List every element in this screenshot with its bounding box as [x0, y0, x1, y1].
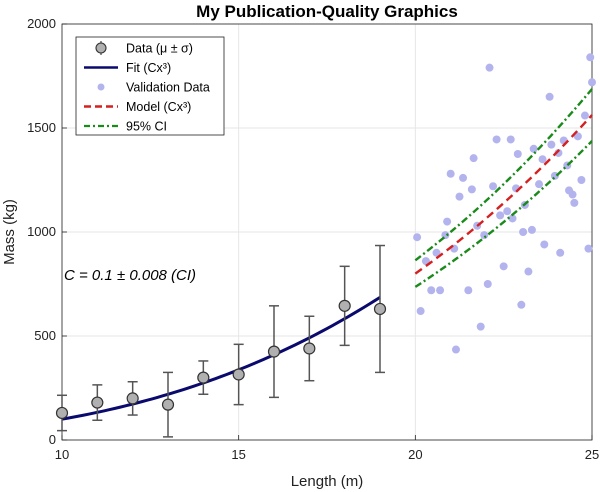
validation-point — [432, 248, 441, 257]
ci-upper-line — [414, 88, 593, 262]
data-point — [338, 299, 351, 312]
validation-point — [464, 286, 473, 295]
data-point — [91, 396, 104, 409]
validation-point — [524, 267, 533, 276]
validation-point — [506, 135, 515, 144]
validation-point — [545, 92, 554, 101]
data-point — [126, 392, 139, 405]
x-axis-label: Length (m) — [291, 473, 364, 490]
validation-point — [588, 78, 596, 87]
data-point — [232, 368, 245, 381]
error-bar — [303, 315, 316, 382]
validation-point — [519, 228, 528, 236]
validation-point — [489, 182, 498, 191]
y-tick-label: 1000 — [27, 224, 56, 239]
coefficient-annotation: C = 0.1 ± 0.008 (CI) — [64, 267, 196, 284]
legend-label: Validation Data — [126, 81, 210, 95]
data-point — [161, 398, 175, 411]
error-bar — [267, 305, 281, 399]
validation-point — [586, 53, 595, 62]
data-point — [55, 406, 69, 420]
validation-point — [476, 322, 485, 331]
validation-point — [459, 173, 468, 182]
validation-point — [503, 207, 512, 216]
legend-label: Fit (Cx³) — [126, 61, 171, 75]
error-bar — [91, 384, 104, 421]
error-bar — [232, 343, 245, 406]
validation-point — [480, 231, 489, 240]
data-point — [197, 371, 210, 384]
y-tick-label: 0 — [49, 432, 56, 447]
validation-point — [584, 244, 593, 253]
fit-line — [61, 296, 381, 421]
legend: Data (μ ± σ) Fit (Cx³) Validation Data Mode… — [75, 36, 225, 136]
x-tick-label: 20 — [408, 447, 422, 462]
validation-point — [427, 286, 436, 295]
validation-point — [554, 148, 563, 157]
validation-point — [496, 211, 505, 220]
validation-point — [580, 111, 589, 120]
error-bar — [338, 265, 351, 347]
validation-point — [573, 132, 582, 141]
validation-point — [570, 198, 579, 207]
ci-lower-line — [414, 140, 593, 288]
validation-point — [443, 217, 452, 226]
data-point — [303, 342, 316, 355]
x-axis: 10 15 20 25 — [55, 435, 599, 462]
plot-area — [55, 53, 596, 438]
error-bar — [55, 394, 69, 432]
validation-point — [469, 154, 478, 163]
data-point — [267, 345, 281, 358]
validation-point — [540, 240, 549, 249]
validation-point — [436, 286, 445, 295]
y-tick-label: 1500 — [27, 120, 56, 135]
error-bar — [373, 244, 387, 374]
validation-point — [535, 180, 543, 189]
error-bar — [197, 360, 210, 395]
validation-point — [446, 169, 455, 178]
validation-point — [527, 225, 536, 234]
y-axis: 0 500 1000 1500 2000 — [27, 16, 67, 447]
error-bar — [126, 381, 139, 416]
y-axis-label: Mass (kg) — [1, 199, 18, 265]
legend-label: Data (μ ± σ) — [126, 42, 193, 56]
validation-point — [529, 144, 538, 153]
validation-point — [413, 233, 422, 242]
validation-point — [513, 150, 522, 158]
validation-point — [517, 300, 526, 309]
validation-point — [508, 214, 517, 223]
validation-point — [492, 135, 501, 144]
watermark-text: 知乎 @slandarer — [468, 459, 573, 475]
x-tick-label: 25 — [585, 447, 599, 462]
validation-point — [467, 185, 476, 194]
y-tick-label: 2000 — [27, 16, 56, 31]
validation-point — [556, 248, 565, 257]
validation-point — [568, 190, 577, 199]
data-point — [373, 302, 387, 316]
legend-swatch-marker — [95, 42, 107, 54]
validation-point — [538, 155, 547, 164]
legend-label: Model (Cx³) — [126, 100, 191, 114]
validation-point — [485, 63, 494, 72]
x-tick-label: 10 — [55, 447, 69, 462]
validation-point — [483, 280, 492, 288]
legend-swatch-scatter — [97, 83, 105, 91]
chart-title: My Publication-Quality Graphics — [196, 2, 458, 21]
legend-label: 95% CI — [126, 120, 167, 134]
y-tick-label: 500 — [34, 328, 56, 343]
validation-point — [455, 192, 464, 201]
x-tick-label: 15 — [231, 447, 245, 462]
validation-point — [547, 140, 556, 149]
validation-point — [577, 176, 586, 184]
validation-point — [416, 307, 425, 316]
validation-point — [499, 262, 508, 271]
error-bar — [161, 371, 175, 438]
validation-point — [451, 345, 460, 354]
